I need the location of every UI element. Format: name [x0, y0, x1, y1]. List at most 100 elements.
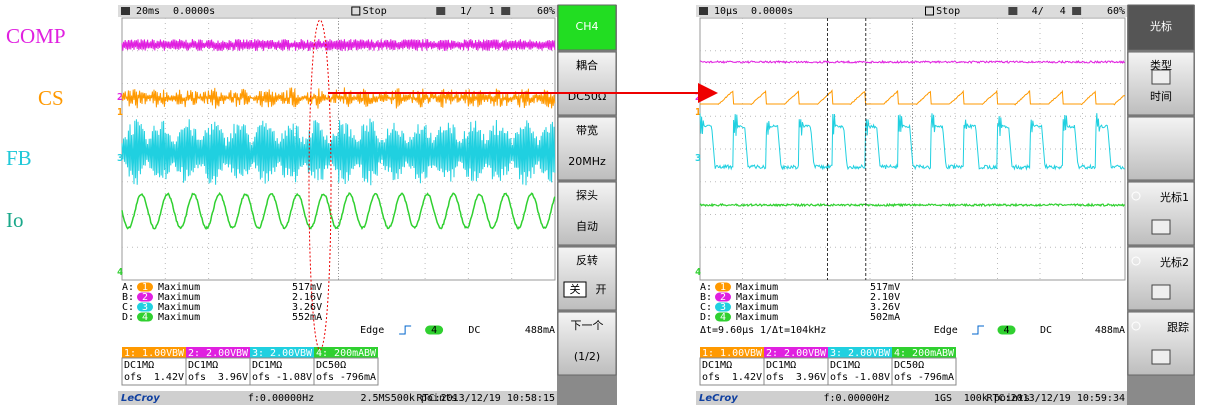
- menu-icon: [1152, 70, 1170, 84]
- menu-value: DC50Ω: [568, 90, 607, 103]
- channel-coupling: DC1MΩ: [188, 360, 218, 371]
- channel-bw: BW: [172, 348, 185, 359]
- menu-title: 跟踪: [1167, 320, 1189, 334]
- menu-title: 探头: [576, 189, 598, 202]
- channel-marker: 1: [117, 107, 123, 118]
- channel-offset: 1.42V: [732, 372, 762, 383]
- channel-offset: 1.42V: [154, 372, 184, 383]
- readout-channel: 4: [720, 312, 726, 323]
- channel-bw: BW: [300, 348, 313, 359]
- channel-scale: 2: 2.00V: [188, 348, 236, 359]
- trigger-source: 4: [431, 325, 437, 336]
- channel-coupling: DC1MΩ: [702, 360, 732, 371]
- menu-title: 带宽: [576, 123, 598, 137]
- trigger-coupling: DC: [1040, 325, 1052, 336]
- page-icon: [436, 7, 445, 15]
- label-io: Io: [6, 208, 24, 232]
- menu-title: CH4: [576, 20, 599, 33]
- channel-bw: BW: [878, 348, 891, 359]
- top-timebase: 10μs: [714, 6, 738, 17]
- channel-bw: BW: [364, 348, 377, 359]
- channel-offset: -1.08V: [276, 372, 312, 383]
- top-timebase: 20ms: [136, 6, 160, 17]
- menu-title: 光标1: [1160, 190, 1189, 204]
- channel-coupling: DC50Ω: [894, 360, 924, 371]
- channel-bw: BW: [750, 348, 763, 359]
- trigger-source: 4: [1003, 325, 1009, 336]
- channel-coupling: DC1MΩ: [252, 360, 282, 371]
- footer-rate: 1GS: [934, 393, 952, 404]
- cursor-inv: 1/Δt=104kHz: [760, 325, 826, 336]
- menu-value: (1/2): [574, 350, 600, 363]
- channel-coupling: DC1MΩ: [830, 360, 860, 371]
- channel-coupling: DC1MΩ: [124, 360, 154, 371]
- channel-ofs: ofs: [894, 372, 912, 383]
- footer-freq: f:0.00000Hz: [248, 393, 314, 404]
- top-count: 1: [489, 6, 495, 17]
- trigger-type: Edge: [934, 325, 958, 336]
- channel-coupling: DC50Ω: [316, 360, 346, 371]
- label-cs: CS: [38, 86, 64, 110]
- channel-marker: 4: [695, 267, 701, 278]
- trigger-icon: [972, 326, 984, 334]
- top-mode: Stop: [363, 6, 387, 17]
- channel-marker: 3: [695, 153, 701, 164]
- scope: 20ms0.0000sStop1/160%213T4A:1Maximum517m…: [117, 5, 617, 405]
- channel-ofs: ofs: [188, 372, 206, 383]
- menu: CH4耦合DC50Ω带宽20MHz探头自动反转关开下一个(1/2): [557, 5, 617, 405]
- channel-offset: -796mA: [918, 372, 954, 383]
- channel-scale: 3: 2.00V: [252, 348, 300, 359]
- channel-marker: 4: [117, 267, 123, 278]
- footer-rate: 2.5MS: [360, 393, 390, 404]
- menu-off: 关: [570, 282, 581, 296]
- channel-ofs: ofs: [252, 372, 270, 383]
- page: COMP CS FB Io 20ms0.0000sStop1/160%213T4…: [0, 0, 1213, 405]
- label-comp: COMP: [6, 24, 66, 48]
- channel-offset: -796mA: [340, 372, 376, 383]
- readout-measure: Maximum: [736, 312, 778, 323]
- menu-title: 耦合: [576, 58, 598, 72]
- top-count: 4: [1060, 6, 1066, 17]
- menu: 光标类型时间光标1光标2跟踪: [1127, 5, 1195, 405]
- footer-rtc: RTC:2013/12/19 10:58:15: [417, 393, 555, 404]
- readout-letter: D:: [700, 312, 712, 323]
- top-delay: 0.0000s: [173, 6, 215, 17]
- channel-scale: 4: 200mA: [316, 348, 364, 359]
- menu-value: 时间: [1150, 90, 1172, 103]
- zoom-icon: [1072, 7, 1081, 15]
- top-page: 4/: [1032, 6, 1044, 17]
- menu-icon: [1152, 350, 1170, 364]
- brand: LeCroy: [699, 393, 738, 404]
- channel-offset: -1.08V: [854, 372, 890, 383]
- channel-scale: 4: 200mA: [894, 348, 942, 359]
- readout-letter: D:: [122, 312, 134, 323]
- top-zoom: 60%: [537, 6, 555, 17]
- channel-scale: 1: 1.00V: [124, 348, 172, 359]
- trigger-coupling: DC: [468, 325, 480, 336]
- readout-measure: Maximum: [158, 312, 200, 323]
- brand: LeCroy: [121, 393, 160, 404]
- channel-ofs: ofs: [766, 372, 784, 383]
- icon: [699, 7, 708, 15]
- top-zoom: 60%: [1107, 6, 1125, 17]
- trigger-level: 488mA: [525, 325, 555, 336]
- menu-title: 反转: [576, 253, 598, 267]
- trigger-level: 488mA: [1095, 325, 1125, 336]
- menu-icon: [1152, 285, 1170, 299]
- zoom-icon: [501, 7, 510, 15]
- channel-bw: BW: [236, 348, 249, 359]
- menu-title: 光标2: [1160, 255, 1189, 269]
- cursor-dt: Δt=9.60μs: [700, 325, 754, 336]
- channel-scale: 2: 2.00V: [766, 348, 814, 359]
- menu-slot: [1128, 117, 1194, 180]
- top-mode: Stop: [936, 6, 960, 17]
- icon: [121, 7, 130, 15]
- menu-value: 自动: [576, 220, 598, 233]
- readout-value: 552mA: [292, 312, 322, 323]
- trigger-icon: [399, 326, 411, 334]
- channel-coupling: DC1MΩ: [766, 360, 796, 371]
- channel-ofs: ofs: [124, 372, 142, 383]
- channel-scale: 3: 2.00V: [830, 348, 878, 359]
- top-delay: 0.0000s: [751, 6, 793, 17]
- scope: 10μs0.0000sStop4/460%213T4A:1Maximum517m…: [695, 5, 1195, 405]
